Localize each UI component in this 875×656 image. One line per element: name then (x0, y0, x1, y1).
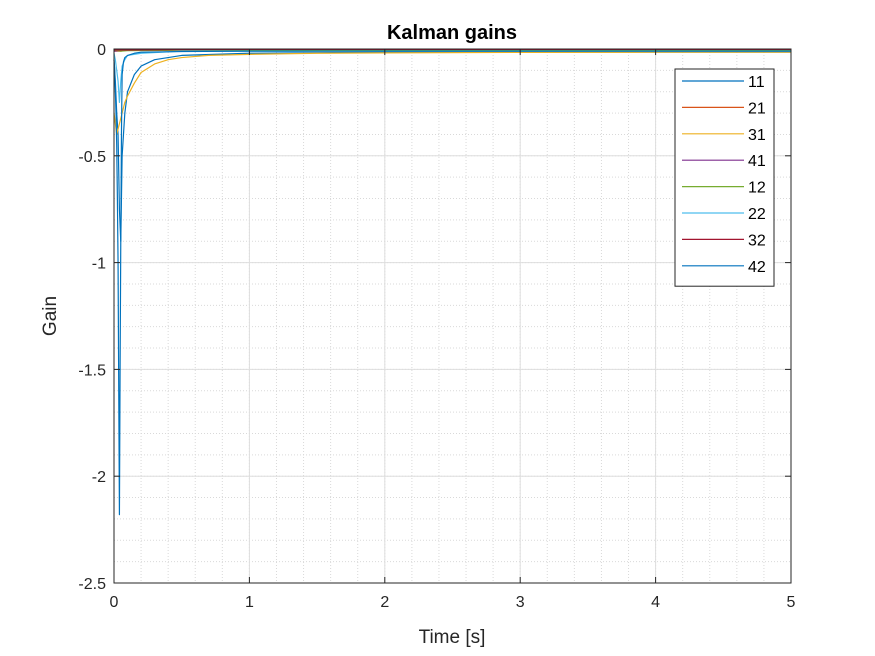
y-tick-label: -2.5 (78, 576, 106, 593)
series-line-42 (113, 50, 791, 516)
x-tick-label: 1 (245, 594, 254, 611)
x-tick-label: 2 (380, 594, 389, 611)
y-tick-label: -0.5 (78, 149, 106, 166)
y-tick-label: 0 (97, 42, 106, 59)
legend-box (674, 68, 775, 287)
x-tick-label: 5 (787, 594, 796, 611)
x-tick-label: 0 (110, 594, 119, 611)
x-axis-title: Time [s] (419, 627, 486, 648)
y-tick-label: -1 (92, 256, 106, 273)
x-tick-label: 3 (516, 594, 525, 611)
y-axis-title: Gain (40, 296, 61, 336)
legend-label-11: 11 (748, 74, 765, 91)
legend: 11 21 31 41 12 22 32 42 (674, 68, 775, 287)
legend-label-41: 41 (748, 153, 766, 170)
legend-label-22: 22 (748, 206, 766, 223)
legend-label-42: 42 (748, 259, 766, 276)
y-axis: -2.5 -2 -1.5 -1 -0.5 0 (78, 42, 791, 593)
x-tick-label: 4 (651, 594, 660, 611)
legend-label-12: 12 (748, 180, 766, 197)
plot-frame (113, 48, 792, 584)
series-line-32 (114, 48, 791, 51)
legend-label-31: 31 (748, 127, 766, 144)
legend-label-21: 21 (748, 100, 766, 117)
y-tick-label: -1.5 (78, 362, 106, 379)
legend-label-32: 32 (748, 232, 766, 249)
chart-title: Kalman gains (387, 22, 517, 44)
y-tick-label: -2 (92, 469, 106, 486)
